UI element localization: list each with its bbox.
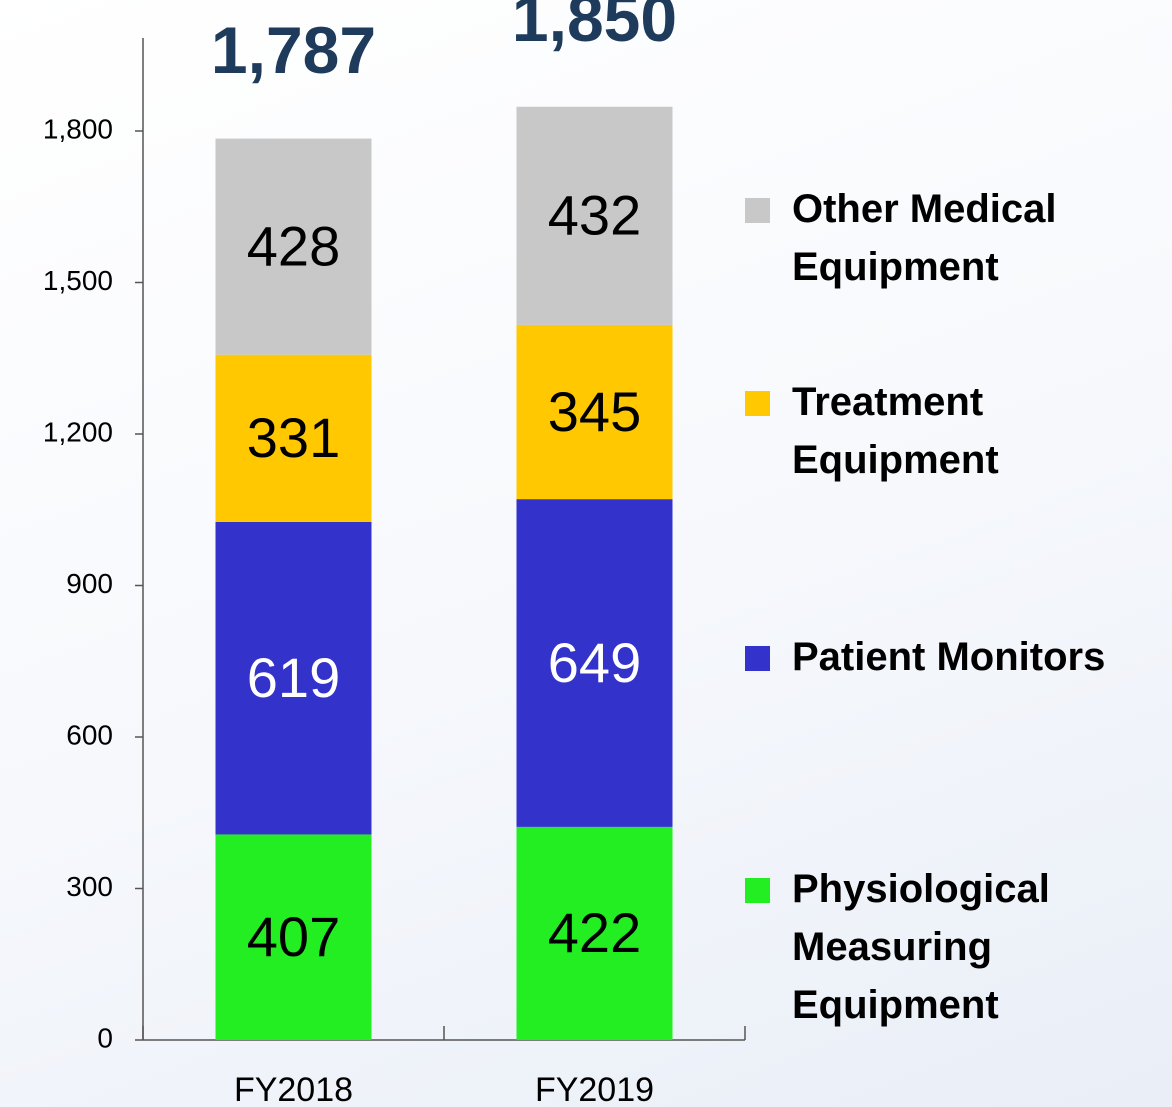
legend-label: Patient Monitors: [792, 635, 1106, 679]
y-tick-label: 900: [66, 568, 113, 599]
bar-segment: [516, 826, 673, 1040]
legend-swatch: [745, 198, 770, 223]
segment-label: 619: [247, 646, 340, 709]
legend-swatch: [745, 646, 770, 671]
legend-label: Physiological Measuring Equipment: [792, 867, 1050, 1027]
bar-segment: [215, 521, 372, 835]
y-tick-label: 600: [66, 719, 113, 750]
x-tick-label: FY2018: [234, 1071, 353, 1107]
bar-segment: [215, 834, 372, 1040]
bar-segment: [516, 106, 673, 325]
y-tick-label: 0: [97, 1022, 113, 1053]
bar-segment: [215, 138, 372, 355]
segment-label: 331: [247, 406, 340, 469]
segment-label: 422: [548, 901, 641, 964]
segment-label: 428: [247, 214, 340, 277]
bar-segment: [215, 354, 372, 522]
bar-segment: [516, 324, 673, 500]
legend-item: Physiological Measuring Equipment: [745, 867, 1162, 1034]
bar-segment: [516, 499, 673, 827]
segment-label: 649: [548, 631, 641, 694]
legend-label: Treatment Equipment: [792, 380, 999, 482]
legend-item: Other Medical Equipment: [745, 187, 1162, 296]
y-tick-label: 1,200: [43, 416, 113, 447]
y-tick-label: 1,800: [43, 113, 113, 144]
legend-item: Treatment Equipment: [745, 380, 1162, 489]
y-tick-label: 1,500: [43, 265, 113, 296]
x-tick-label: FY2019: [535, 1071, 654, 1107]
y-tick-label: 300: [66, 871, 113, 902]
legend-label: Other Medical Equipment: [792, 187, 1057, 289]
total-label: 1,850: [512, 0, 677, 55]
legend-item: Patient Monitors: [745, 635, 1162, 686]
legend-swatch: [745, 391, 770, 416]
segment-label: 345: [548, 380, 641, 443]
segment-label: 432: [548, 184, 641, 247]
legend-swatch: [745, 878, 770, 903]
segment-label: 407: [247, 905, 340, 968]
total-label: 1,787: [211, 13, 376, 87]
